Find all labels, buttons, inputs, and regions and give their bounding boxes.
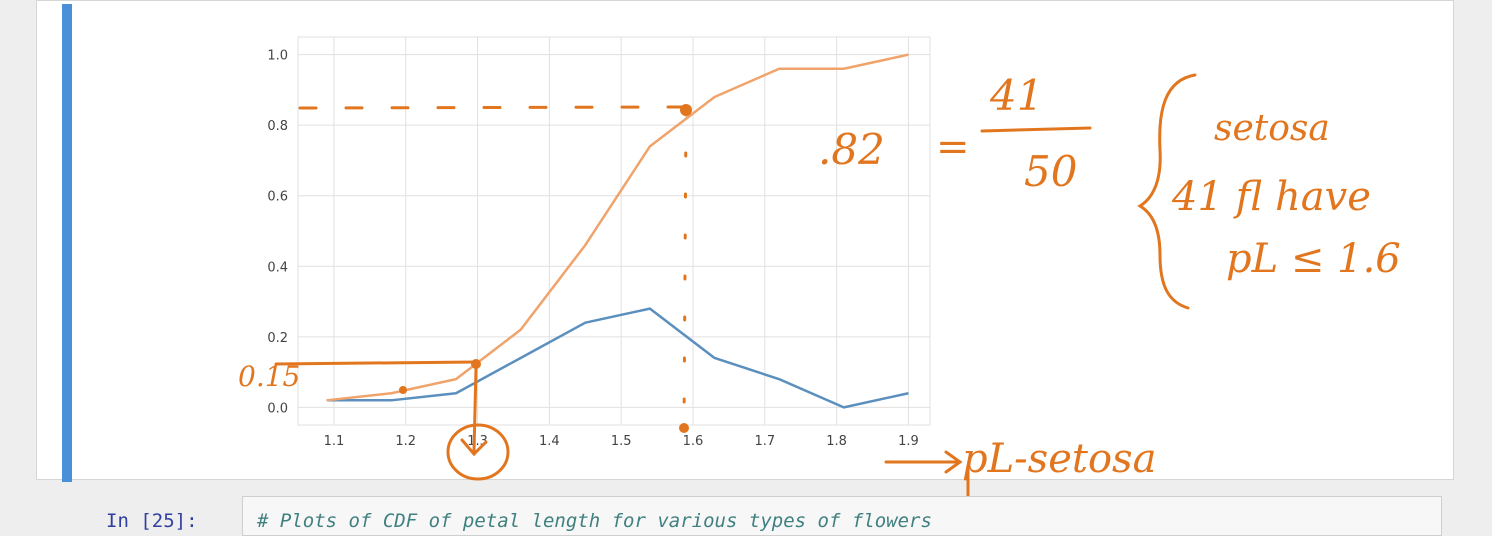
- pdf-series-line: [326, 307, 909, 409]
- annotation-pl-setosa: pL-setosa: [962, 436, 1156, 482]
- annotation-brace-line3: pL ≤ 1.6: [1226, 236, 1401, 282]
- curly-brace: [1137, 73, 1197, 310]
- y-tick-label: 0.6: [267, 190, 288, 205]
- x-tick-label: 1.9: [898, 434, 919, 449]
- y-axis-ticks: 0.0 0.2 0.4 0.6 0.8 1.0: [267, 49, 288, 417]
- annotation-equals: =: [936, 124, 970, 170]
- input-cell: In [25]: # Plots of CDF of petal length …: [36, 488, 1454, 536]
- code-editor[interactable]: # Plots of CDF of petal length for vario…: [242, 496, 1442, 536]
- pen-annotations: [274, 73, 1197, 524]
- x-tick-label: 1.8: [826, 434, 847, 449]
- guide-015-horizontal: [274, 360, 477, 366]
- chart-grid: [298, 37, 930, 425]
- x-tick-label: 1.6: [683, 434, 704, 449]
- annotation-fraction-bottom: 50: [1024, 147, 1077, 196]
- chart-series: [326, 53, 909, 409]
- annotation-texts: .82 = 41 50 setosa 41 fl have pL ≤ 1.6 0…: [238, 71, 1401, 482]
- x-tick-label: 1.2: [395, 434, 416, 449]
- cell-selection-indicator: [62, 4, 72, 482]
- y-tick-label: 1.0: [267, 49, 288, 64]
- x-tick-label: 1.5: [611, 434, 632, 449]
- y-tick-label: 0.4: [267, 260, 288, 275]
- annotation-brace-line2: 41 fl have: [1171, 174, 1371, 220]
- arrow-to-label: [884, 450, 963, 474]
- code-comment: # Plots of CDF of petal length for vario…: [257, 510, 932, 532]
- point-015-marker: [471, 359, 481, 369]
- plot-area: [297, 36, 931, 426]
- x-tick-label: 1.1: [324, 434, 345, 449]
- y-tick-label: 0.8: [267, 119, 288, 134]
- x-tick-label: 1.4: [539, 434, 560, 449]
- x-tick-label: 1.7: [754, 434, 775, 449]
- arrow-to-13: [460, 366, 488, 457]
- annotation-082: .82: [818, 125, 885, 174]
- circle-around-13: [446, 423, 510, 481]
- cdf-point-marker: [680, 104, 692, 116]
- y-tick-label: 0.2: [267, 331, 288, 346]
- annotation-brace-line1: setosa: [1214, 108, 1330, 149]
- annotation-015: 0.15: [238, 360, 300, 393]
- fraction-bar: [980, 126, 1092, 133]
- x-axis-ticks: 1.1 1.2 1.3 1.4 1.5 1.6 1.7 1.8 1.9: [324, 434, 919, 449]
- axis-point-marker: [679, 423, 689, 433]
- y-tick-label: 0.0: [267, 401, 288, 416]
- point-012-marker: [399, 386, 407, 394]
- cdf-series-line: [326, 53, 909, 402]
- annotation-fraction-top: 41: [989, 71, 1043, 120]
- cdf-pdf-chart: 1.1 1.2 1.3 1.4 1.5 1.6 1.7 1.8 1.9 0.00.20.40.6…: [238, 36, 1401, 524]
- input-prompt: In [25]:: [106, 510, 198, 532]
- dashed-guide-horizontal: [298, 105, 692, 110]
